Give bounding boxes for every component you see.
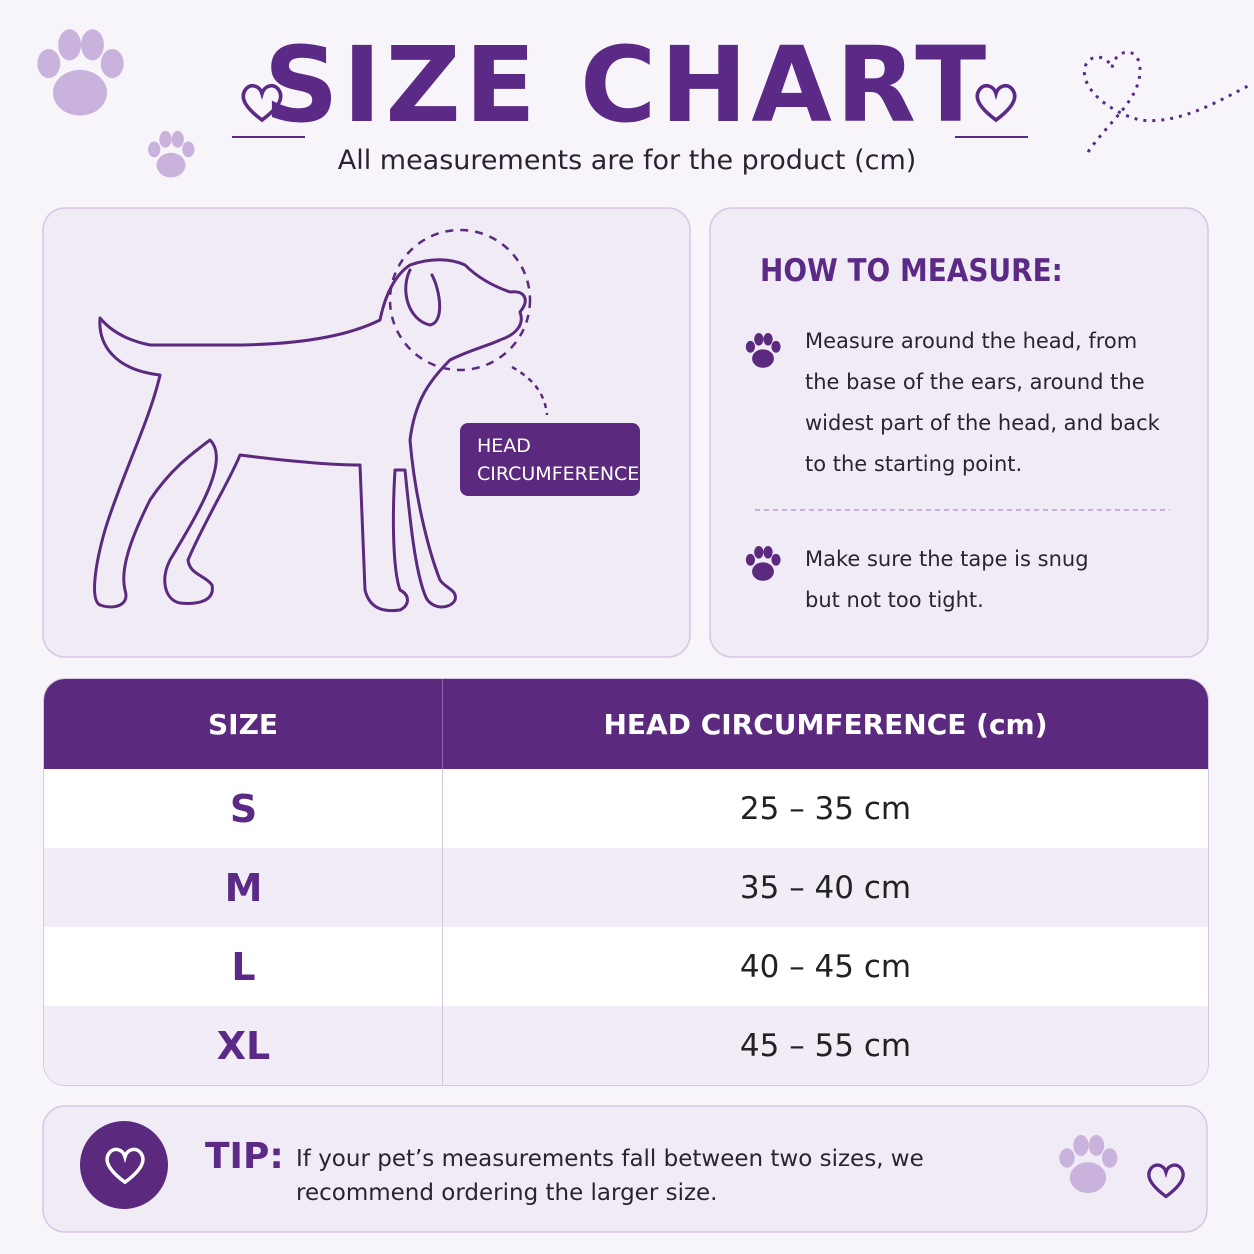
table-row: S 25 – 35 cm xyxy=(44,769,1208,848)
label-line: CIRCUMFERENCE xyxy=(477,463,640,485)
range-cell: 40 – 45 cm xyxy=(739,948,912,985)
range-cell: 35 – 40 cm xyxy=(739,869,912,906)
subtitle: All measurements are for the product (cm… xyxy=(337,145,917,176)
size-table: SIZE HEAD CIRCUMFERENCE (cm) S 25 – 35 cm… xyxy=(43,678,1209,1086)
range-cell: 45 – 55 cm xyxy=(739,1027,912,1064)
step-text: Measure around the head, from the base o… xyxy=(805,329,1160,476)
table-row: XL 45 – 55 cm xyxy=(44,1006,1208,1085)
range-cell: 25 – 35 cm xyxy=(739,790,912,827)
section-heading: HOW TO MEASURE: xyxy=(760,253,1063,289)
label-line: HEAD xyxy=(477,435,531,457)
size-cell: XL xyxy=(216,1023,271,1068)
size-cell: L xyxy=(231,944,256,989)
step-text: Make sure the tape is snug but not too t… xyxy=(805,547,1089,612)
tip-text: If your pet’s measurements fall between … xyxy=(296,1146,924,1206)
table-row: M 35 – 40 cm xyxy=(44,848,1208,927)
table-row: L 40 – 45 cm xyxy=(44,927,1208,1006)
measure-label: HEAD CIRCUMFERENCE xyxy=(460,423,640,496)
table-header: HEAD CIRCUMFERENCE (cm) xyxy=(443,679,1208,769)
size-cell: M xyxy=(224,865,263,910)
table-header: SIZE xyxy=(44,679,443,769)
size-cell: S xyxy=(229,786,258,831)
tip-label: TIP: xyxy=(205,1136,284,1177)
title: SIZE CHART xyxy=(263,24,991,146)
